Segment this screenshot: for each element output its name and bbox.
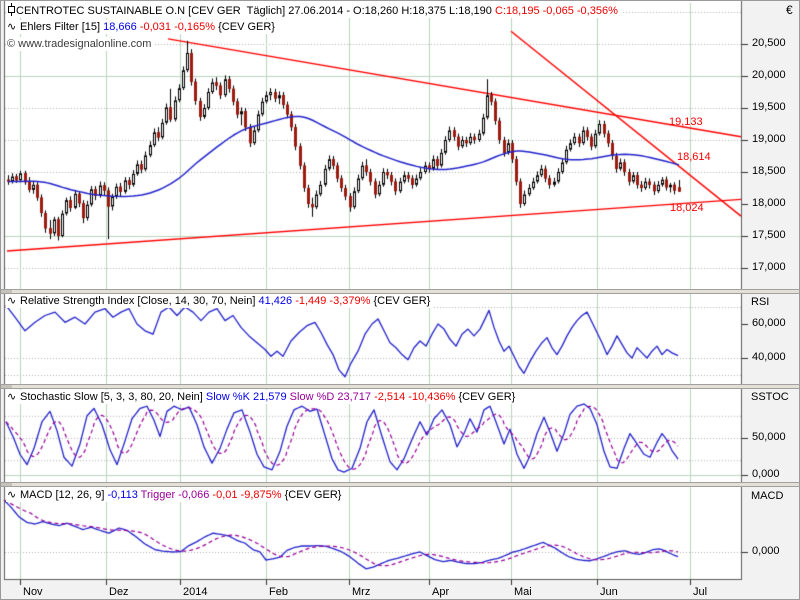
rsi-name: Relative Strength Index [Close, 14, 30, …: [20, 295, 259, 307]
macd-tick-label[interactable]: 0,000: [752, 545, 780, 557]
indicator-line-icon: ∿: [7, 489, 17, 501]
macd-axis-label: MACD: [751, 490, 784, 502]
month-tick-label[interactable]: Feb: [269, 586, 288, 598]
ehlers-symbol: {CEV GER}: [218, 21, 275, 33]
close-values: C:18,195 -0,065 -0,356%: [494, 5, 618, 17]
rsi-header: ∿ Relative Strength Index [Close, 14, 30,…: [6, 294, 434, 308]
trendline-value-label: 19,133: [669, 116, 703, 128]
indicator-line-icon: ∿: [7, 391, 17, 403]
price-tick-label[interactable]: 19,500: [752, 101, 786, 113]
stoch-d-value: Slow %D 23,717: [289, 391, 375, 403]
macd-name: MACD [12, 26, 9]: [20, 489, 108, 501]
macd-value: -0,113: [107, 489, 141, 501]
macd-header: ∿ MACD [12, 26, 9] -0,113 Trigger -0,066 …: [6, 488, 345, 502]
price-tick-label[interactable]: 17,000: [752, 261, 786, 273]
instrument-title: CENTROTEC SUSTAINABLE O.N [CEV GER Tägli…: [16, 5, 495, 17]
panel-splitter[interactable]: [1, 482, 799, 487]
trendline-value-label: 18,614: [677, 151, 711, 163]
stoch-symbol: {CEV GER}: [458, 391, 516, 403]
month-tick-label[interactable]: 2014: [183, 586, 208, 598]
macd-trigger-value: -0,066: [178, 489, 213, 501]
stoch-name: Stochastic Slow [5, 3, 3, 80, 20, Nein]: [20, 391, 206, 403]
macd-trigger-label: Trigger: [140, 489, 179, 501]
month-tick-label[interactable]: Mai: [514, 586, 532, 598]
candlestick-icon: [7, 3, 16, 16]
ehlers-name: Ehlers Filter [15]: [20, 21, 104, 33]
price-tick-label[interactable]: 20,500: [752, 37, 786, 49]
indicator-line-icon: ∿: [7, 21, 17, 33]
rsi-change: -1,449 -3,379%: [295, 295, 374, 307]
month-tick-label[interactable]: Jul: [693, 586, 708, 598]
ehlers-value: 18,666: [103, 21, 140, 33]
rsi-axis-label: RSI: [751, 296, 770, 308]
price-tick-label[interactable]: 20,000: [752, 69, 786, 81]
price-tick-label[interactable]: 18,500: [752, 165, 786, 177]
watermark: © www.tradesignalonline.com: [6, 37, 155, 51]
stochastic-header: ∿ Stochastic Slow [5, 3, 3, 80, 20, Nein]…: [6, 390, 519, 404]
rsi-value: 41,426: [258, 295, 296, 307]
month-tick-label[interactable]: Jun: [600, 586, 618, 598]
price-tick-label[interactable]: 17,500: [752, 229, 786, 241]
stoch-change: -2,514 -10,436%: [374, 391, 459, 403]
panel-splitter[interactable]: [1, 384, 799, 389]
stoch-axis-label: SSTOC: [751, 391, 789, 403]
rsi-symbol: {CEV GER}: [373, 295, 431, 307]
stoch-tick-label[interactable]: 0,000: [752, 468, 780, 480]
panel-splitter[interactable]: [1, 289, 799, 294]
ehlers-filter-header: ∿ Ehlers Filter [15] 18,666 -0,031 -0,165…: [6, 20, 278, 34]
month-tick-label[interactable]: Nov: [23, 586, 43, 598]
month-tick-label[interactable]: Apr: [432, 586, 450, 598]
stoch-tick-label[interactable]: 50,000: [752, 431, 786, 443]
splitter-handle[interactable]: [1, 290, 12, 293]
month-tick-label[interactable]: Dez: [109, 586, 129, 598]
rsi-tick-label[interactable]: 40,000: [752, 351, 786, 363]
price-tick-label[interactable]: 19,000: [752, 133, 786, 145]
main-chart-header: CENTROTEC SUSTAINABLE O.N [CEV GER Tägli…: [6, 3, 621, 18]
ehlers-change: -0,031 -0,165%: [139, 21, 219, 33]
indicator-line-icon: ∿: [7, 295, 17, 307]
rsi-tick-label[interactable]: 60,000: [752, 317, 786, 329]
price-tick-label[interactable]: 18,000: [752, 197, 786, 209]
macd-symbol: {CEV GER}: [284, 489, 342, 501]
splitter-handle[interactable]: [1, 385, 12, 388]
stoch-k-value: Slow %K 21,579: [205, 391, 290, 403]
month-tick-label[interactable]: Mrz: [352, 586, 371, 598]
macd-change: -0,01 -9,875%: [212, 489, 285, 501]
currency-symbol: €: [786, 3, 793, 17]
splitter-handle[interactable]: [1, 483, 12, 486]
trendline-value-label: 18,024: [670, 202, 704, 214]
